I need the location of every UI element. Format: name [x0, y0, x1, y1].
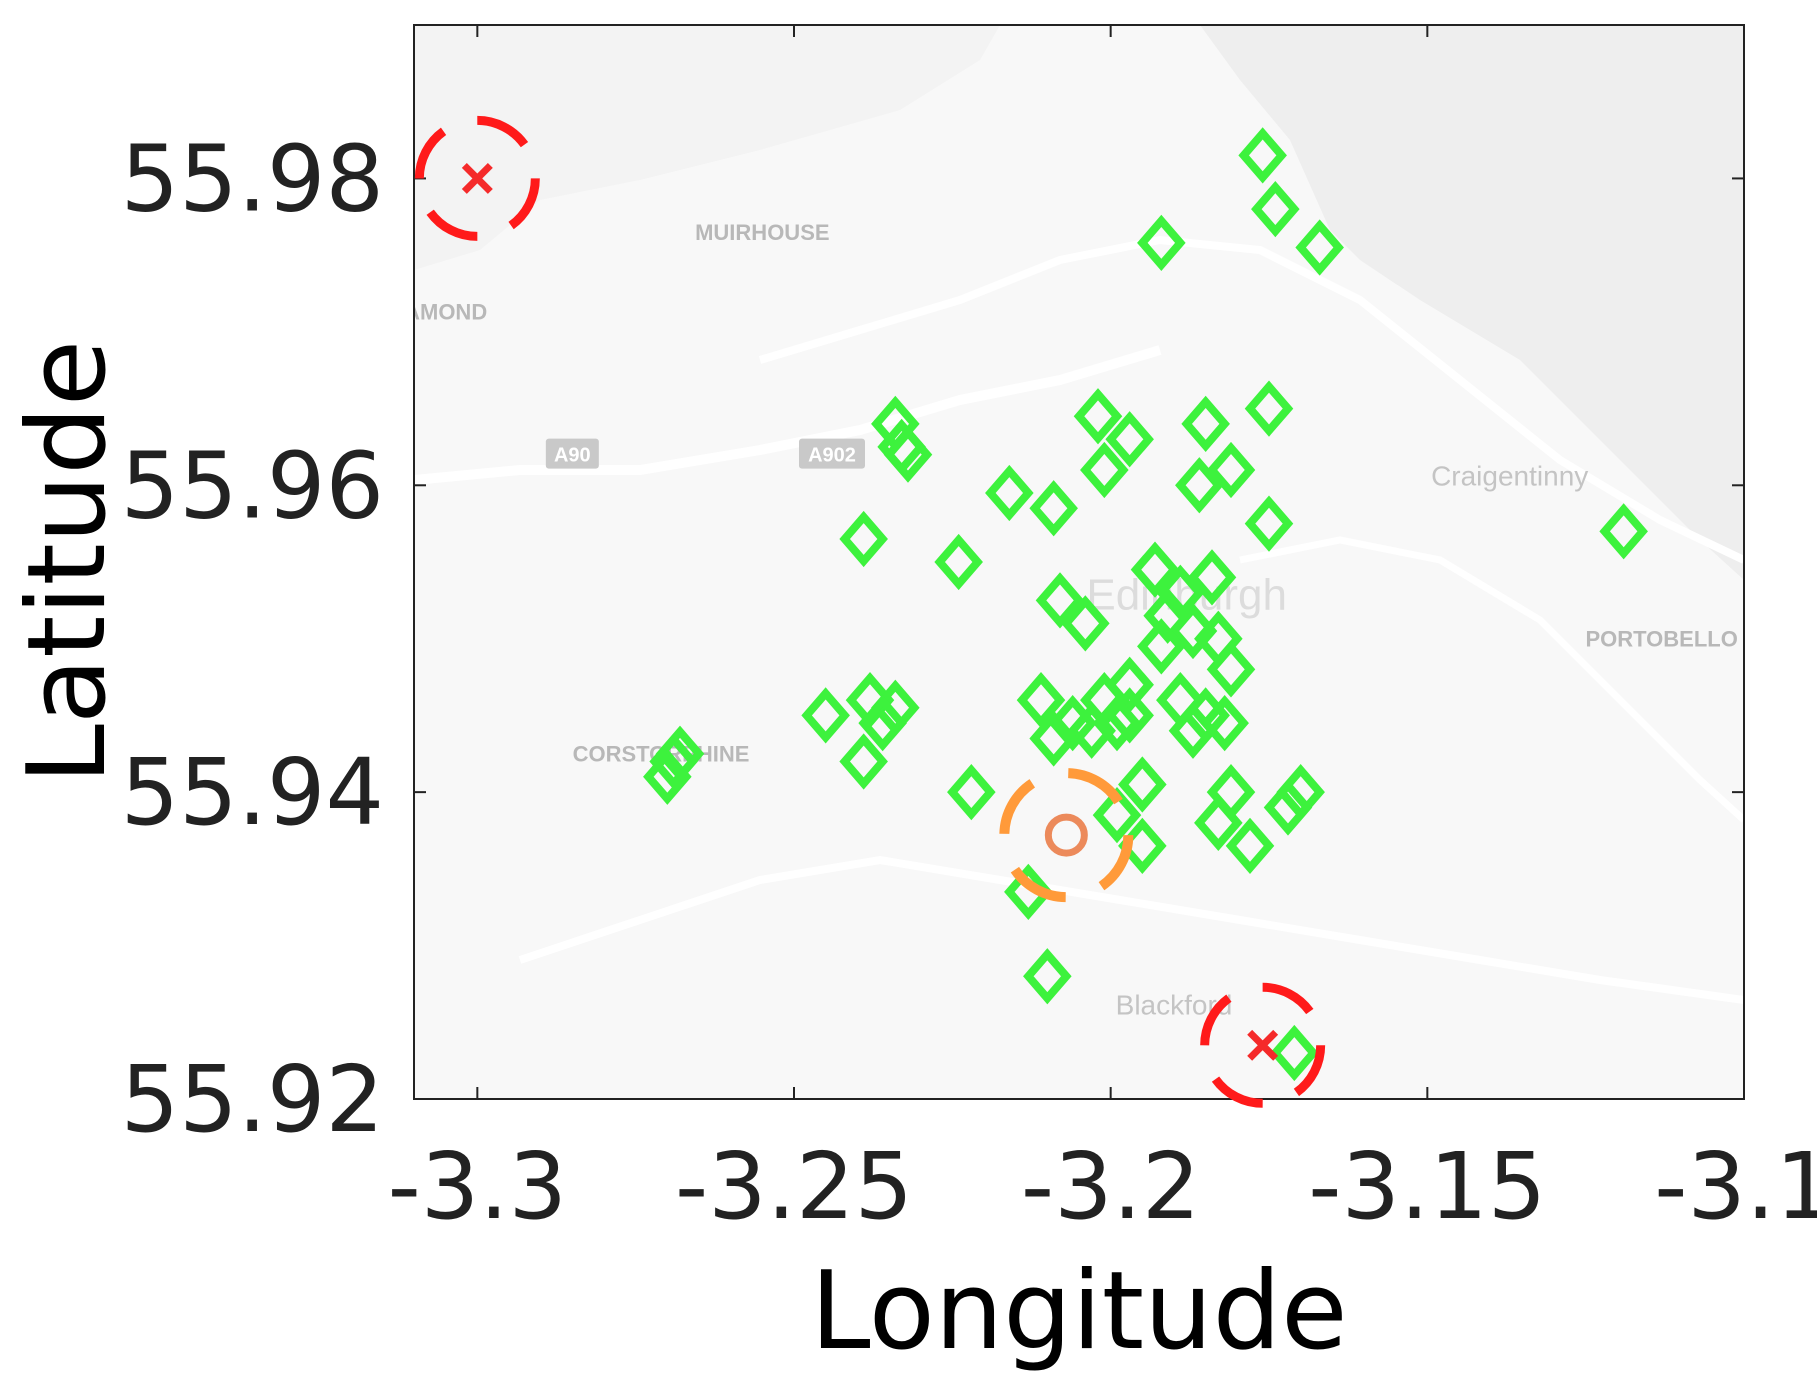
y-axis-title: Latitude — [5, 340, 130, 785]
diamond-marker — [655, 725, 705, 782]
y-tick-label: 55.94 — [121, 739, 384, 846]
diamond-marker — [1244, 495, 1294, 552]
diamond-marker — [1244, 380, 1294, 437]
diamond-marker — [1105, 656, 1154, 713]
map-road-coast — [758, 235, 1744, 564]
map-road-east — [1239, 536, 1744, 823]
diamond-marker — [845, 671, 895, 729]
diamond-marker — [1156, 564, 1205, 621]
diamond-marker — [1251, 180, 1300, 238]
diamond-marker — [1194, 794, 1243, 851]
diamond-marker — [1599, 503, 1648, 560]
y-tick-label: 55.96 — [121, 432, 384, 539]
road-badge-label: A90 — [554, 445, 591, 467]
map-place-label: Craigentinny — [1431, 460, 1588, 491]
diamond-marker — [839, 510, 888, 568]
x-marker — [461, 162, 493, 194]
diamond-marker — [801, 687, 850, 744]
y-tick-label: 55.98 — [121, 125, 384, 232]
diamond-marker — [1181, 395, 1230, 453]
diamond-marker — [934, 533, 983, 591]
diamond-marker — [1276, 764, 1325, 821]
dashed-ring — [1200, 982, 1326, 1108]
road-badge-label: A902 — [808, 445, 856, 467]
diamond-marker — [1092, 694, 1142, 752]
diamond-marker — [1080, 441, 1129, 499]
map-sea — [414, 25, 1744, 580]
diamond-marker — [1200, 694, 1249, 752]
dashed-ring — [999, 768, 1134, 903]
diamond-marker — [1206, 441, 1256, 499]
map-place-label: AMOND — [404, 300, 487, 325]
diamond-marker — [839, 733, 888, 790]
dashed-ring — [414, 115, 540, 241]
diamond-marker — [1035, 572, 1085, 629]
diamond-marker — [985, 464, 1034, 522]
diamond-marker — [1105, 411, 1154, 468]
diamond-marker — [1175, 457, 1224, 514]
diamond-marker — [643, 748, 692, 805]
diamond-marker — [1168, 702, 1218, 759]
diamond-marker — [1295, 219, 1344, 276]
map-place-label: PORTOBELLO — [1585, 626, 1737, 651]
diamond-marker — [1137, 618, 1186, 675]
diamond-marker — [858, 694, 907, 752]
map-coast-north — [414, 25, 1000, 270]
road-badge — [799, 438, 865, 469]
map-road-south — [518, 855, 1744, 1004]
diamond-marker — [1225, 817, 1275, 874]
map-background: MUIRHOUSEAMONDCraigentinnyPORTOBELLOCORS… — [404, 25, 1744, 1099]
data-points — [414, 115, 1648, 1108]
diamond-marker — [1061, 595, 1110, 652]
diamond-marker — [1168, 602, 1218, 660]
diamond-marker — [1263, 779, 1313, 836]
diamond-marker — [1073, 388, 1123, 445]
diamond-marker — [1029, 480, 1078, 537]
diamond-marker — [1023, 948, 1072, 1005]
x-tick-label: -3.25 — [675, 1133, 913, 1240]
diamond-marker — [883, 426, 933, 483]
diamond-marker — [1029, 710, 1078, 767]
diamond-marker — [1118, 756, 1167, 813]
road-badge — [545, 438, 599, 469]
x-tick-label: -3.15 — [1308, 1133, 1546, 1240]
x-tick-label: -3.1 — [1654, 1133, 1817, 1240]
diamond-marker — [1105, 687, 1154, 744]
diamond-marker — [1016, 671, 1066, 729]
x-marker — [1247, 1029, 1279, 1061]
x-tick-label: -3.2 — [1021, 1133, 1201, 1240]
y-tick-label: 55.92 — [121, 1046, 384, 1153]
diamond-marker — [1137, 214, 1186, 271]
diamond-marker — [1238, 127, 1287, 184]
diamond-marker — [1067, 702, 1116, 759]
diamond-marker — [947, 764, 996, 821]
x-axis-title: Longitude — [810, 1249, 1347, 1374]
axis-ticks — [414, 25, 1745, 1100]
diamond-marker — [1270, 1024, 1319, 1082]
diamond-marker — [1004, 863, 1053, 920]
x-tick-label: -3.3 — [388, 1133, 568, 1240]
circle-marker — [1044, 813, 1088, 857]
tick-labels: -3.3 -3.25 -3.2 -3.15 -3.1 55.92 55.94 55.96 55.… — [121, 125, 1817, 1240]
diamond-marker — [1206, 641, 1256, 698]
diamond-marker — [1187, 549, 1237, 606]
map-place-label: MUIRHOUSE — [695, 220, 829, 245]
diamond-marker — [1092, 787, 1142, 844]
diamond-marker — [1130, 541, 1180, 598]
plot-frame — [413, 24, 1745, 1100]
